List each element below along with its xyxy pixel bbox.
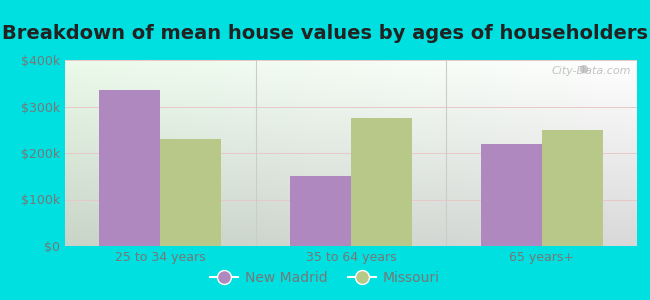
Bar <box>480 144 541 246</box>
Legend: New Madrid, Missouri: New Madrid, Missouri <box>205 265 445 290</box>
Bar <box>290 176 351 246</box>
Bar <box>541 130 603 246</box>
Bar <box>161 139 222 246</box>
Text: ●: ● <box>578 64 588 74</box>
Text: Breakdown of mean house values by ages of householders: Breakdown of mean house values by ages o… <box>2 24 648 43</box>
Bar <box>99 90 161 246</box>
Bar <box>351 118 412 246</box>
Text: City-Data.com: City-Data.com <box>552 66 631 76</box>
